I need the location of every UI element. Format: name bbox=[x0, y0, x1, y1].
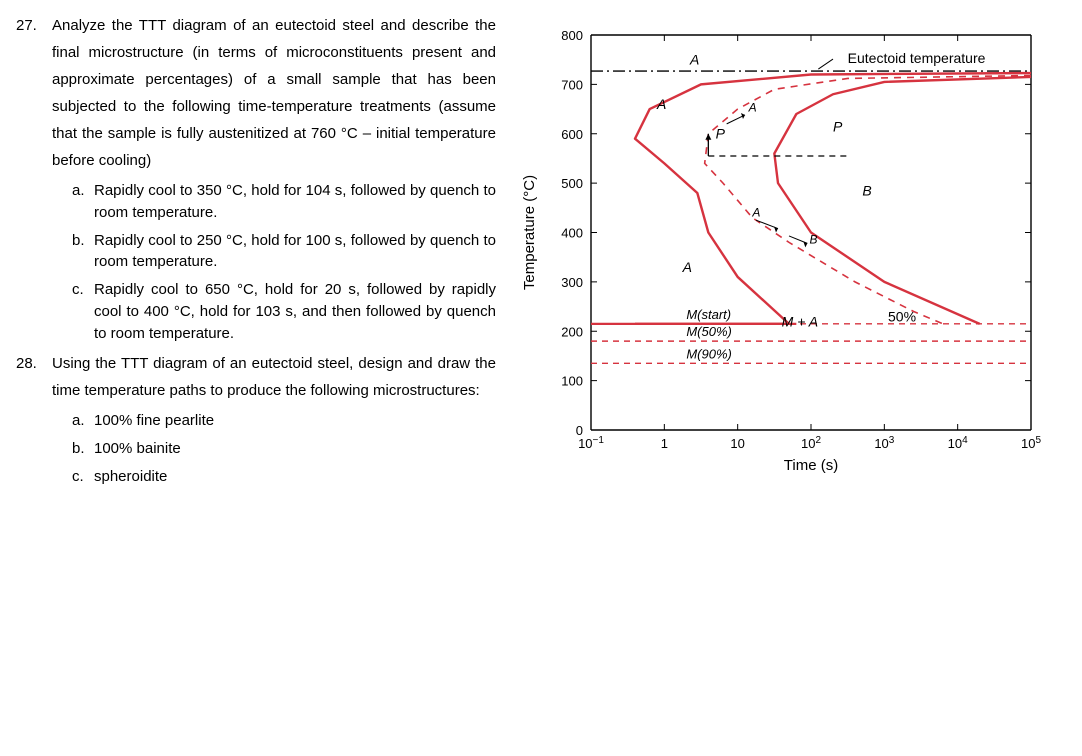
question-list: 27. Analyze the TTT diagram of an eutect… bbox=[16, 12, 496, 490]
svg-text:500: 500 bbox=[561, 176, 583, 191]
sub-text: Rapidly cool to 250 °C, hold for 100 s, … bbox=[94, 230, 496, 274]
sub-text: spheroidite bbox=[94, 466, 496, 488]
sub-question: b.Rapidly cool to 250 °C, hold for 100 s… bbox=[72, 230, 496, 274]
sub-label: c. bbox=[72, 279, 94, 344]
sub-label: c. bbox=[72, 466, 94, 488]
svg-text:Eutectoid temperature: Eutectoid temperature bbox=[848, 50, 986, 66]
svg-text:102: 102 bbox=[801, 435, 821, 452]
svg-text:M(90%): M(90%) bbox=[686, 346, 732, 361]
svg-text:M + A: M + A bbox=[782, 313, 818, 329]
ttt-diagram: 0100200300400500600700800Temperature (°C… bbox=[516, 20, 1056, 490]
svg-text:P: P bbox=[833, 118, 843, 134]
question-28: 28. Using the TTT diagram of an eutectoi… bbox=[16, 350, 496, 404]
svg-text:200: 200 bbox=[561, 324, 583, 339]
sub-label: a. bbox=[72, 410, 94, 432]
question-number: 27. bbox=[16, 12, 52, 174]
svg-text:800: 800 bbox=[561, 28, 583, 43]
sub-text: Rapidly cool to 350 °C, hold for 104 s, … bbox=[94, 180, 496, 224]
sub-question: b.100% bainite bbox=[72, 438, 496, 460]
svg-text:A: A bbox=[748, 101, 757, 115]
sub-text: 100% bainite bbox=[94, 438, 496, 460]
question-text: Using the TTT diagram of an eutectoid st… bbox=[52, 350, 496, 404]
svg-text:300: 300 bbox=[561, 275, 583, 290]
svg-text:P: P bbox=[716, 126, 726, 142]
svg-text:400: 400 bbox=[561, 226, 583, 241]
svg-text:A: A bbox=[656, 96, 666, 112]
question-text: Analyze the TTT diagram of an eutectoid … bbox=[52, 12, 496, 174]
svg-text:104: 104 bbox=[948, 435, 968, 452]
sub-question: a.Rapidly cool to 350 °C, hold for 104 s… bbox=[72, 180, 496, 224]
svg-text:10: 10 bbox=[730, 436, 744, 451]
svg-text:700: 700 bbox=[561, 77, 583, 92]
svg-text:B: B bbox=[862, 182, 871, 198]
sub-question: c.Rapidly cool to 650 °C, hold for 20 s,… bbox=[72, 279, 496, 344]
svg-text:A: A bbox=[689, 52, 699, 68]
svg-text:A: A bbox=[751, 206, 760, 220]
question-number: 28. bbox=[16, 350, 52, 404]
sub-label: b. bbox=[72, 230, 94, 274]
svg-text:100: 100 bbox=[561, 374, 583, 389]
sub-label: a. bbox=[72, 180, 94, 224]
svg-text:600: 600 bbox=[561, 127, 583, 142]
svg-text:103: 103 bbox=[874, 435, 894, 452]
svg-text:A: A bbox=[682, 259, 692, 275]
sub-text: 100% fine pearlite bbox=[94, 410, 496, 432]
sub-question: c.spheroidite bbox=[72, 466, 496, 488]
svg-text:1: 1 bbox=[661, 436, 668, 451]
svg-text:Time (s): Time (s) bbox=[784, 457, 838, 474]
svg-text:10−1: 10−1 bbox=[578, 435, 604, 452]
svg-text:B: B bbox=[810, 232, 818, 246]
sub-text: Rapidly cool to 650 °C, hold for 20 s, f… bbox=[94, 279, 496, 344]
svg-text:M(50%): M(50%) bbox=[686, 324, 732, 339]
svg-text:Temperature (°C): Temperature (°C) bbox=[521, 175, 538, 290]
sub-label: b. bbox=[72, 438, 94, 460]
svg-text:105: 105 bbox=[1021, 435, 1041, 452]
ttt-diagram-panel: 0100200300400500600700800Temperature (°C… bbox=[516, 12, 1066, 490]
question-27: 27. Analyze the TTT diagram of an eutect… bbox=[16, 12, 496, 174]
svg-text:M(start): M(start) bbox=[686, 307, 731, 322]
sub-question: a.100% fine pearlite bbox=[72, 410, 496, 432]
svg-text:50%: 50% bbox=[888, 308, 916, 324]
